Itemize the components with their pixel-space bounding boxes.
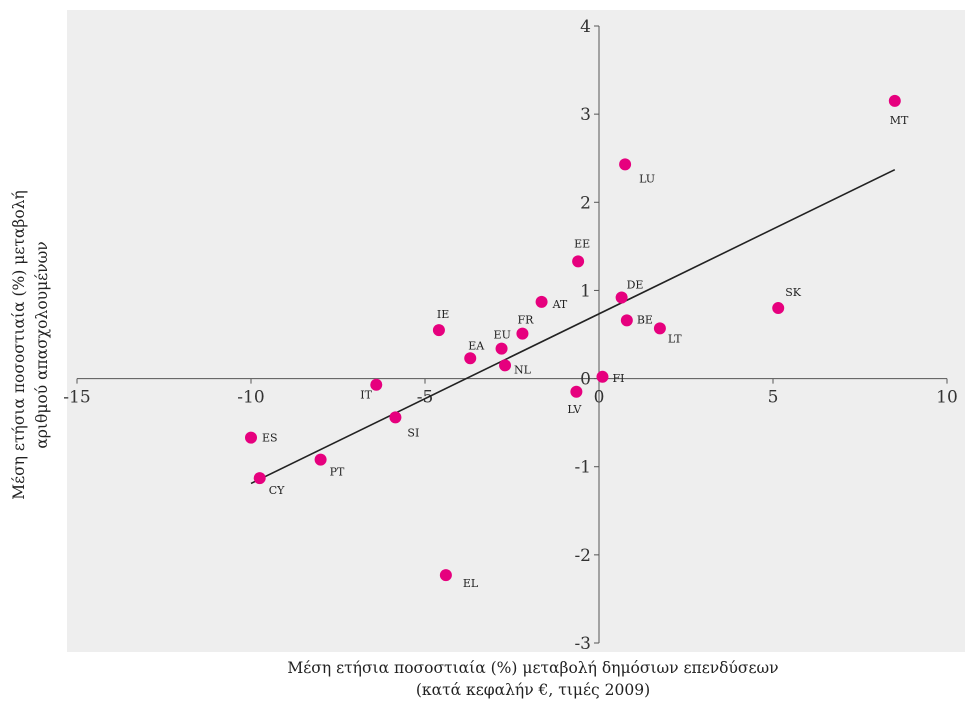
point-be	[620, 314, 633, 327]
x-ticks: -15 -10 -5 0 5 10	[63, 378, 958, 408]
y-tick-label: -3	[574, 634, 591, 654]
label-cy: CY	[269, 484, 285, 497]
point-lv	[570, 385, 583, 398]
point-ie	[432, 324, 445, 337]
label-lu: LU	[639, 172, 655, 185]
y-axis-title-line-2: αριθμού απασχολουμένων	[33, 241, 51, 448]
point-it	[370, 378, 383, 391]
label-ee: EE	[574, 237, 590, 250]
x-tick-label: -5	[417, 388, 434, 408]
data-points	[245, 94, 901, 582]
label-si: SI	[407, 426, 419, 439]
label-it: IT	[360, 389, 372, 402]
label-sk: SK	[785, 286, 802, 299]
point-at	[535, 295, 548, 308]
label-es: ES	[262, 432, 278, 445]
y-tick-label: 1	[580, 281, 591, 301]
point-lu	[619, 158, 632, 171]
label-at: AT	[552, 298, 568, 311]
point-si	[389, 411, 402, 424]
point-eu	[495, 342, 508, 355]
trend-line	[250, 168, 896, 485]
point-lt	[653, 322, 666, 335]
x-tick-label: -15	[63, 388, 90, 408]
label-be: BE	[637, 313, 653, 326]
label-mt: MT	[890, 114, 909, 127]
y-tick-label: 4	[580, 17, 591, 37]
x-tick-label: 0	[594, 388, 605, 408]
point-nl	[499, 359, 512, 372]
y-tick-label: 0	[580, 370, 591, 390]
y-tick-label: -1	[574, 458, 591, 478]
label-nl: NL	[514, 363, 532, 376]
label-eu: EU	[494, 329, 511, 342]
x-axis-title-line-1: Μέση ετήσια ποσοστιαία (%) μεταβολή δημό…	[287, 659, 778, 677]
label-el: EL	[463, 577, 479, 590]
x-tick-label: 10	[936, 388, 958, 408]
point-fr	[516, 327, 529, 340]
point-ea	[464, 352, 477, 365]
x-tick-label: 5	[768, 388, 779, 408]
point-de	[615, 291, 628, 304]
point-sk	[772, 302, 785, 315]
point-pt	[314, 453, 327, 466]
label-ea: EA	[468, 339, 485, 352]
y-axis-title-line-1: Μέση ετήσια ποσοστιαία (%) μεταβολή	[10, 190, 28, 500]
point-mt	[888, 94, 901, 107]
point-labels: MT LU EE DE SK AT BE LT IE FR EU EA NL FI IT LV SI ES PT CY…	[262, 114, 909, 590]
label-de: DE	[627, 278, 644, 291]
label-fr: FR	[517, 314, 534, 327]
point-ee	[572, 255, 585, 268]
x-axis-title-line-2: (κατά κεφαλήν €, τιμές 2009)	[416, 681, 650, 699]
point-es	[245, 431, 257, 444]
point-cy	[253, 472, 266, 485]
plot-area	[67, 10, 965, 652]
point-fi	[596, 370, 609, 383]
x-tick-label: -10	[237, 388, 264, 408]
point-el	[439, 569, 452, 582]
label-ie: IE	[437, 308, 449, 321]
y-ticks: -3 -2 -1 0 1 2 3 4	[574, 17, 599, 654]
label-pt: PT	[330, 466, 345, 479]
label-fi: FI	[612, 372, 624, 385]
y-tick-label: 2	[580, 193, 591, 213]
y-tick-label: 3	[580, 105, 591, 125]
y-tick-label: -2	[574, 546, 591, 566]
label-lt: LT	[668, 332, 682, 345]
label-lv: LV	[567, 403, 582, 416]
